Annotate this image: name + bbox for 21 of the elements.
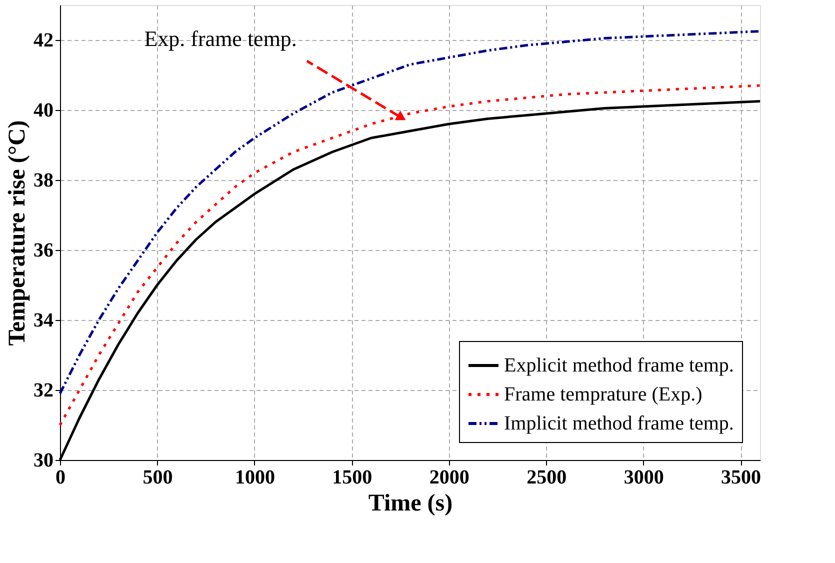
x-axis-title: Time (s)	[368, 490, 453, 516]
y-tick-label: 38	[34, 170, 54, 192]
y-tick-label: 36	[34, 240, 54, 262]
x-tick-label: 0	[56, 466, 66, 488]
x-tick-label: 1500	[332, 466, 372, 488]
legend-label: Frame temprature (Exp.)	[504, 384, 702, 406]
y-tick-label: 30	[34, 450, 54, 472]
x-tick-label: 500	[142, 466, 173, 488]
x-tick-label: 3000	[624, 466, 664, 488]
legend-label: Explicit method frame temp.	[504, 354, 734, 376]
x-tick-label: 2000	[429, 466, 470, 488]
y-tick-label: 32	[34, 380, 54, 402]
x-tick-label: 2500	[526, 466, 567, 488]
y-tick-label: 42	[34, 30, 54, 52]
legend-label: Implicit method frame temp.	[504, 412, 734, 434]
x-tick-label: 1000	[234, 466, 275, 488]
y-tick-label: 40	[34, 100, 54, 122]
annotation: Exp. frame temp.	[144, 26, 297, 51]
y-axis-title: Temperature rise (°C)	[4, 120, 30, 346]
x-tick-label: 3500	[721, 466, 762, 488]
y-tick-label: 34	[34, 310, 54, 332]
